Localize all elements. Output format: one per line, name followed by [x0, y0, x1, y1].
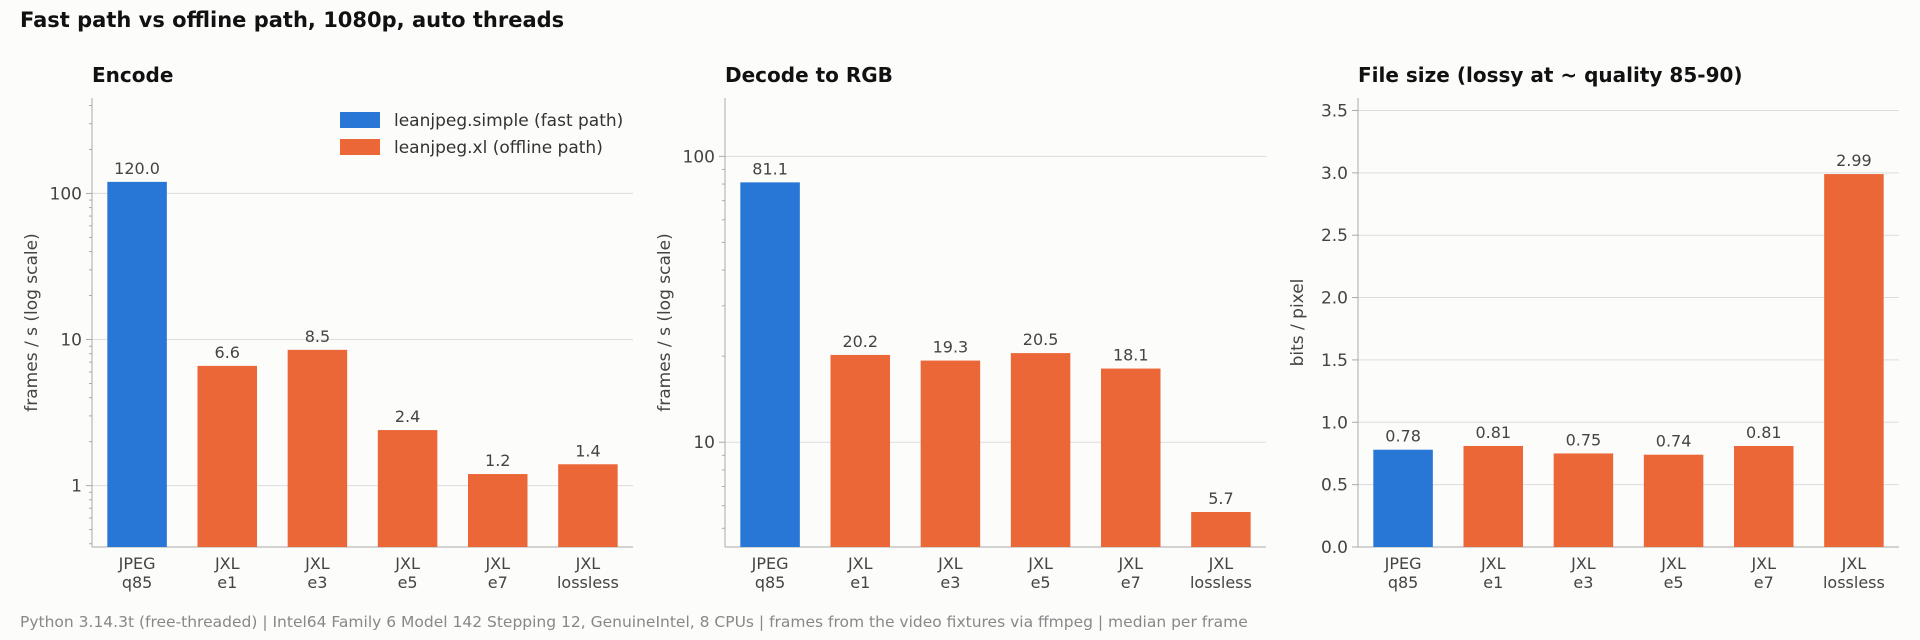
chart-1-value-label: 2.4 — [395, 407, 420, 426]
chart-2-bar — [920, 360, 981, 547]
chart-1-ytick-label: 100 — [50, 184, 82, 204]
chart-3-xtick-label: q85 — [1388, 573, 1419, 592]
chart-3-ylabel: bits / pixel — [1288, 279, 1308, 367]
chart-1-xtick-label: JXL — [214, 554, 240, 573]
chart-3-value-label: 0.78 — [1385, 427, 1421, 446]
chart-2-xtick-label: e5 — [1031, 573, 1051, 592]
chart-3-ytick-label: 2.5 — [1321, 226, 1348, 246]
chart-2-xtick-label: lossless — [1190, 573, 1252, 592]
chart-2-xtick-label: q85 — [755, 573, 786, 592]
chart-2-bar — [740, 182, 800, 547]
chart-1-value-label: 1.2 — [485, 451, 510, 470]
chart-3-ytick-label: 1.5 — [1321, 351, 1348, 371]
chart-3-ytick-label: 3.0 — [1321, 164, 1348, 184]
chart-3-ytick-label: 0.0 — [1321, 538, 1348, 558]
chart-3-bar — [1463, 445, 1524, 547]
chart-3-xtick-label: lossless — [1823, 573, 1885, 592]
chart-1-xtick-label: e1 — [217, 573, 237, 592]
chart-1-xtick-label: JPEG — [118, 554, 156, 573]
chart-2-xtick-label: JPEG — [751, 554, 789, 573]
chart-2-value-label: 18.1 — [1113, 346, 1149, 365]
chart-1-xtick-label: e7 — [488, 573, 508, 592]
chart-3-xtick-label: JXL — [1570, 554, 1596, 573]
chart-1-xtick-label: JXL — [304, 554, 330, 573]
chart-2-bar — [1100, 368, 1161, 547]
chart-3-xtick-label: e3 — [1573, 573, 1593, 592]
chart-3-xtick-label: e7 — [1754, 573, 1774, 592]
chart-3-title: File size (lossy at ~ quality 85-90) — [1358, 63, 1743, 87]
chart-3-xtick-label: JPEG — [1384, 554, 1422, 573]
chart-2-ylabel: frames / s (log scale) — [655, 233, 675, 411]
chart-1-xtick-label: e3 — [307, 573, 327, 592]
legend-label: leanjpeg.xl (offline path) — [394, 138, 603, 158]
chart-3-ytick-label: 3.5 — [1321, 101, 1348, 121]
chart-2-ytick-label: 10 — [693, 433, 715, 453]
chart-1-value-label: 6.6 — [215, 343, 240, 362]
chart-3-value-label: 2.99 — [1836, 151, 1872, 170]
chart-1-bar — [558, 464, 618, 547]
chart-1-xtick-label: q85 — [122, 573, 153, 592]
chart-3-value-label: 0.81 — [1475, 423, 1511, 442]
chart-2-value-label: 19.3 — [933, 338, 969, 357]
chart-2-xtick-label: e3 — [940, 573, 960, 592]
chart-3-xtick-label: JXL — [1750, 554, 1776, 573]
chart-3-ytick-label: 2.0 — [1321, 289, 1348, 309]
chart-1-title: Encode — [92, 63, 173, 87]
chart-2-bar — [1010, 353, 1071, 547]
chart-3-value-label: 0.74 — [1656, 432, 1692, 451]
chart-1-bar — [467, 474, 528, 547]
chart-1-ytick-label: 10 — [60, 331, 82, 351]
legend-swatch — [340, 112, 380, 128]
chart-1-xtick-label: JXL — [394, 554, 420, 573]
chart-1-value-label: 1.4 — [575, 441, 600, 460]
chart-1-value-label: 8.5 — [305, 327, 330, 346]
chart-1-xtick-label: lossless — [557, 573, 619, 592]
chart-3-xtick-label: JXL — [1480, 554, 1506, 573]
chart-3-xtick-label: JXL — [1660, 554, 1686, 573]
chart-1-ytick-label: 1 — [71, 477, 82, 497]
chart-3-xtick-label: e1 — [1483, 573, 1503, 592]
footer-note: Python 3.14.3t (free-threaded) | Intel64… — [20, 613, 1248, 631]
chart-3-xtick-label: e5 — [1664, 573, 1684, 592]
chart-3-value-label: 0.75 — [1566, 430, 1602, 449]
chart-2-value-label: 81.1 — [752, 159, 788, 178]
chart-2-xtick-label: JXL — [1208, 554, 1234, 573]
chart-2-value-label: 20.2 — [842, 332, 878, 351]
chart-3-value-label: 0.81 — [1746, 423, 1782, 442]
chart-2-xtick-label: JXL — [847, 554, 873, 573]
chart-1-bar — [197, 365, 258, 547]
chart-3-bar — [1373, 449, 1433, 547]
chart-3-ytick-label: 1.0 — [1321, 413, 1348, 433]
chart-2-value-label: 20.5 — [1023, 330, 1059, 349]
chart-1-bar — [107, 181, 167, 547]
chart-3-bar — [1733, 445, 1794, 547]
chart-2-xtick-label: JXL — [937, 554, 963, 573]
chart-1-xtick-label: e5 — [398, 573, 418, 592]
chart-2-xtick-label: e7 — [1121, 573, 1141, 592]
legend-label: leanjpeg.simple (fast path) — [394, 111, 623, 131]
chart-2-ytick-label: 100 — [683, 147, 715, 167]
chart-3-xtick-label: JXL — [1841, 554, 1867, 573]
chart-2-bar — [1191, 512, 1251, 547]
chart-2-xtick-label: e1 — [850, 573, 870, 592]
legend-swatch — [340, 139, 380, 155]
chart-1-xtick-label: JXL — [575, 554, 601, 573]
chart-1-bar — [287, 349, 348, 547]
figure-title: Fast path vs offline path, 1080p, auto t… — [20, 8, 565, 32]
chart-2-value-label: 5.7 — [1208, 489, 1233, 508]
chart-3-bar — [1643, 454, 1704, 547]
chart-2-bar — [830, 354, 891, 547]
chart-1-xtick-label: JXL — [484, 554, 510, 573]
chart-3-ytick-label: 0.5 — [1321, 476, 1348, 496]
chart-1-ylabel: frames / s (log scale) — [22, 233, 42, 411]
chart-3-bar — [1824, 174, 1884, 547]
chart-2-title: Decode to RGB — [725, 63, 893, 87]
chart-1-bar — [377, 430, 438, 547]
chart-2-xtick-label: JXL — [1117, 554, 1143, 573]
chart-1-value-label: 120.0 — [114, 159, 160, 178]
chart-3-bar — [1553, 453, 1614, 547]
chart-2-xtick-label: JXL — [1027, 554, 1053, 573]
